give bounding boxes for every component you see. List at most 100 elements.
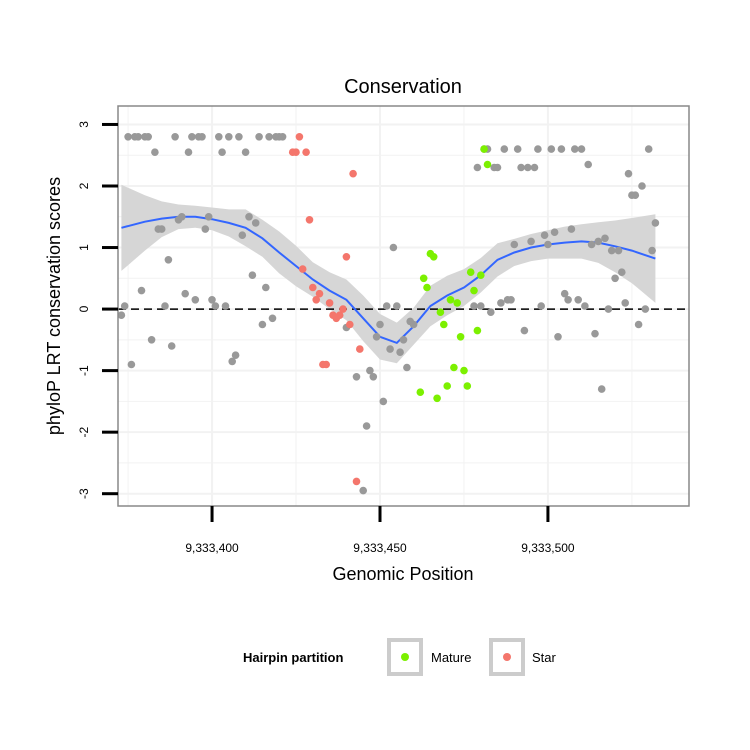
point-other <box>204 213 213 221</box>
point-other <box>258 320 267 329</box>
point-other <box>157 225 166 233</box>
point-star <box>309 283 317 292</box>
point-other <box>614 246 623 255</box>
point-other <box>188 133 196 141</box>
point-other <box>604 305 613 313</box>
point-other <box>228 357 236 366</box>
point-other <box>581 302 589 310</box>
point-other <box>487 308 495 317</box>
point-star <box>349 169 357 178</box>
legend-dot-star <box>503 653 511 661</box>
point-other <box>161 302 169 310</box>
point-other <box>500 145 509 153</box>
confidence-ribbon <box>121 184 656 364</box>
point-mature <box>456 333 465 341</box>
point-other <box>527 237 535 246</box>
point-other <box>510 240 519 249</box>
point-star <box>305 216 314 224</box>
point-other <box>564 296 572 304</box>
point-other <box>497 299 505 307</box>
point-other <box>231 351 240 360</box>
point-other <box>248 271 257 280</box>
legend-dot-mature <box>401 653 409 661</box>
point-other <box>621 299 629 307</box>
point-other <box>409 320 418 329</box>
point-other <box>493 163 502 172</box>
point-other <box>184 148 193 156</box>
x-axis-title: Genomic Position <box>332 564 473 584</box>
point-other <box>372 333 381 341</box>
panel-background <box>118 106 689 506</box>
point-star <box>346 320 354 329</box>
point-other <box>376 320 384 329</box>
point-mature <box>446 296 455 304</box>
point-other <box>198 133 206 141</box>
point-other <box>550 228 559 236</box>
point-other <box>352 373 361 381</box>
x-tick-label: 9,333,500 <box>521 541 575 555</box>
point-other <box>245 213 253 221</box>
point-other <box>577 145 586 153</box>
point-other <box>379 397 388 406</box>
point-other <box>473 163 482 172</box>
point-other <box>225 133 233 141</box>
point-other <box>534 145 542 153</box>
x-tick-label: 9,333,450 <box>353 541 407 555</box>
data-points <box>117 133 660 495</box>
point-other <box>597 385 606 393</box>
point-other <box>611 274 619 283</box>
point-other <box>167 342 176 350</box>
point-mature <box>473 326 482 335</box>
point-other <box>278 133 287 141</box>
legend-label-star: Star <box>532 650 557 665</box>
point-other <box>547 145 556 153</box>
point-other <box>134 133 142 141</box>
point-other <box>386 345 394 353</box>
point-other <box>594 237 603 246</box>
point-mature <box>480 145 488 153</box>
point-other <box>648 246 656 255</box>
point-other <box>208 296 216 304</box>
y-tick-label: 1 <box>77 244 91 251</box>
point-mature <box>477 271 485 280</box>
point-mature <box>466 268 475 277</box>
point-other <box>164 255 173 264</box>
point-other <box>268 314 277 323</box>
point-star <box>335 311 344 320</box>
x-axis: 9,333,400 9,333,450 9,333,500 <box>185 506 575 555</box>
point-mature <box>450 363 458 372</box>
point-other <box>631 191 640 199</box>
point-other <box>181 289 189 298</box>
point-other <box>641 305 650 313</box>
point-mature <box>423 283 431 292</box>
point-other <box>513 145 522 153</box>
point-other <box>567 225 576 233</box>
point-other <box>403 363 411 372</box>
plot-panel <box>117 105 690 507</box>
point-mature <box>433 394 441 403</box>
point-star <box>302 148 310 156</box>
point-other <box>540 231 549 239</box>
point-star <box>322 360 331 369</box>
point-other <box>218 148 226 156</box>
point-other <box>265 133 273 141</box>
point-mature <box>460 366 468 375</box>
point-other <box>221 302 230 310</box>
point-other <box>644 145 653 153</box>
point-other <box>618 268 626 277</box>
legend-entry-mature: Mature <box>387 638 471 676</box>
point-other <box>554 333 562 341</box>
point-other <box>557 145 566 153</box>
point-other <box>520 326 529 335</box>
point-other <box>359 486 368 495</box>
point-other <box>607 246 616 255</box>
point-mature <box>483 160 492 169</box>
point-other <box>117 311 126 320</box>
point-other <box>151 148 159 156</box>
point-other <box>393 302 401 310</box>
point-other <box>362 422 371 430</box>
point-other <box>571 145 579 153</box>
legend-key-star <box>489 638 525 676</box>
point-star <box>325 299 334 307</box>
point-other <box>574 296 582 304</box>
